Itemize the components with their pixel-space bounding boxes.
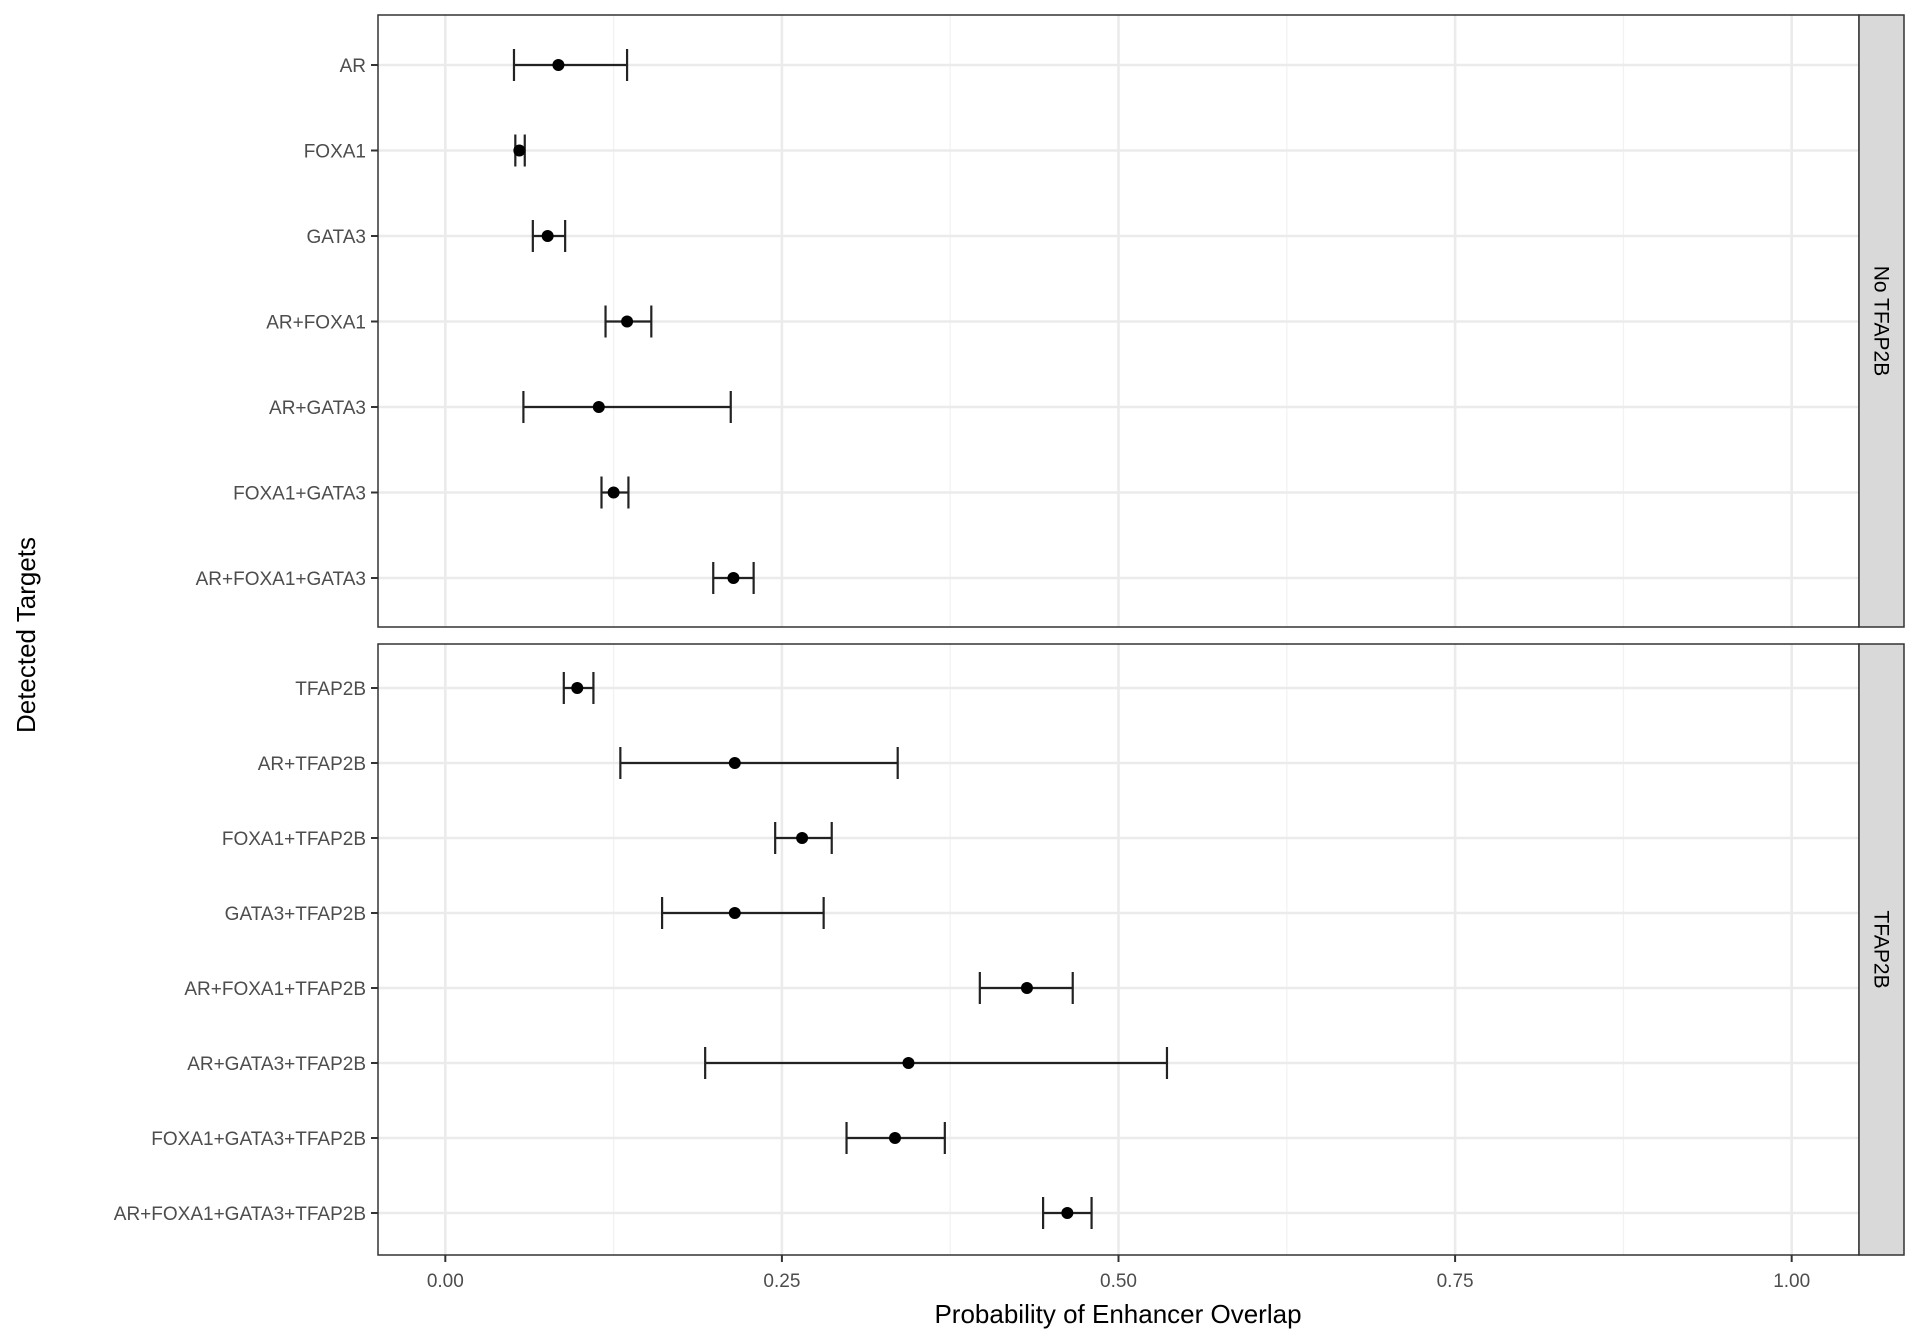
data-row: GATA3+TFAP2B [225,897,825,929]
data-point [541,230,554,242]
data-point [902,1057,915,1069]
data-row: AR+FOXA1 [266,305,653,338]
y-tick-label: AR+TFAP2B [258,754,366,775]
x-tick-label: 1.00 [1773,1271,1810,1292]
data-row: AR+TFAP2B [258,747,899,779]
data-point [728,907,741,919]
data-row: GATA3 [307,220,567,252]
facet-strip-label: TFAP2B [1870,910,1893,988]
data-point [727,572,740,584]
data-row: TFAP2B [295,672,595,704]
y-tick-label: GATA3 [307,227,366,248]
data-row: FOXA1 [304,134,526,167]
facet-strip-label: No TFAP2B [1870,266,1893,377]
data-point [889,1132,902,1144]
x-tick-label: 0.50 [1100,1271,1137,1292]
data-row: AR+GATA3 [269,391,732,423]
data-row: FOXA1+TFAP2B [222,822,833,854]
data-row: AR [340,49,629,81]
data-row: AR+FOXA1+GATA3 [196,562,755,594]
y-tick-label: FOXA1+GATA3 [233,484,366,505]
data-point [552,59,565,71]
y-tick-label: FOXA1+TFAP2B [222,829,366,850]
y-tick-label: FOXA1 [304,142,366,163]
y-tick-label: AR+GATA3 [269,398,366,419]
data-point [592,401,605,413]
data-point [513,144,526,157]
data-row: AR+FOXA1+GATA3+TFAP2B [114,1197,1093,1229]
x-axis-title: Probability of Enhancer Overlap [934,1299,1301,1329]
y-tick-label: AR+FOXA1+GATA3+TFAP2B [114,1204,366,1225]
x-tick-label: 0.00 [427,1271,464,1292]
data-row: FOXA1+GATA3 [233,476,630,509]
y-tick-label: FOXA1+GATA3+TFAP2B [151,1129,366,1150]
y-axis-title: Detected Targets [11,537,41,733]
y-tick-label: AR+FOXA1+TFAP2B [184,979,366,1000]
data-point [607,486,620,499]
y-tick-label: AR+FOXA1 [266,313,366,334]
data-point [621,315,634,328]
data-row: AR+GATA3+TFAP2B [187,1047,1169,1079]
data-point [1020,982,1033,994]
data-point [1061,1207,1074,1219]
data-point [796,832,809,844]
y-tick-label: AR [340,56,366,77]
data-row: AR+FOXA1+TFAP2B [184,972,1074,1004]
data-row: FOXA1+GATA3+TFAP2B [151,1122,946,1154]
facet-panel-0: AR FOXA1 GATA3 AR+FOXA1 AR+GATA3 FOXA1+GATA3 A… [196,14,1905,628]
y-tick-label: GATA3+TFAP2B [225,904,366,925]
facet-panel-1: TFAP2B AR+TFAP2B FOXA1+TFAP2B GATA3+TFAP2B A… [114,643,1905,1256]
x-tick-label: 0.25 [763,1271,800,1292]
y-tick-label: AR+GATA3+TFAP2B [187,1054,366,1075]
data-point [571,682,584,694]
x-tick-label: 0.75 [1437,1271,1474,1292]
y-tick-label: TFAP2B [295,679,366,700]
data-point [728,757,741,769]
facet-strip [1858,643,1905,1256]
y-tick-label: AR+FOXA1+GATA3 [196,569,366,590]
facet-strip [1858,14,1905,628]
